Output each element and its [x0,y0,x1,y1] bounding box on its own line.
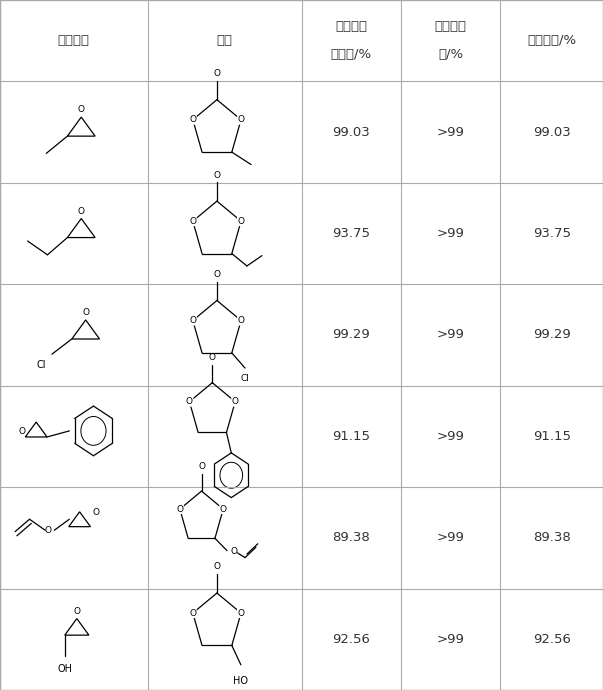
Text: O: O [232,397,239,406]
Text: 环氧化物: 环氧化物 [58,34,90,47]
Text: O: O [230,547,237,556]
Text: O: O [198,462,205,471]
Text: O: O [213,69,221,78]
Text: 89.38: 89.38 [533,531,570,544]
Text: O: O [213,270,221,279]
Text: OH: OH [57,664,72,674]
Text: 92.56: 92.56 [533,633,570,646]
Text: 产物: 产物 [216,34,233,47]
Text: O: O [189,609,197,618]
Text: 93.75: 93.75 [532,227,571,240]
Text: 89.38: 89.38 [332,531,370,544]
Text: 91.15: 91.15 [332,430,370,443]
Text: O: O [238,115,244,124]
Text: O: O [189,115,197,124]
Text: O: O [189,217,197,226]
Text: O: O [45,526,52,535]
Text: O: O [176,504,183,513]
Text: >99: >99 [437,633,465,646]
Text: HO: HO [233,676,248,686]
Text: Cl: Cl [240,373,249,383]
Text: 99.03: 99.03 [533,126,570,139]
Text: >99: >99 [437,227,465,240]
Text: 92.56: 92.56 [332,633,370,646]
Text: O: O [82,308,89,317]
Text: O: O [186,397,193,406]
Text: O: O [209,353,216,362]
Text: O: O [238,217,244,226]
Text: 转化率/%: 转化率/% [330,48,372,61]
Text: O: O [213,170,221,179]
Text: 产物收率/%: 产物收率/% [527,34,576,47]
Text: O: O [238,316,244,325]
Text: 环氧化物: 环氧化物 [335,21,367,33]
Text: 99.03: 99.03 [332,126,370,139]
Text: 93.75: 93.75 [332,227,370,240]
Text: O: O [78,207,85,216]
Text: O: O [219,504,227,513]
Text: O: O [74,607,80,615]
Text: 99.29: 99.29 [533,328,570,342]
Text: O: O [78,106,85,115]
Text: >99: >99 [437,126,465,139]
Text: >99: >99 [437,328,465,342]
Text: >99: >99 [437,430,465,443]
Text: >99: >99 [437,531,465,544]
Text: O: O [189,316,197,325]
Text: O: O [238,609,244,618]
Text: 91.15: 91.15 [532,430,571,443]
Text: 产物选择: 产物选择 [435,21,467,33]
Text: O: O [213,562,221,571]
Text: 性/%: 性/% [438,48,463,61]
Text: Cl: Cl [36,359,46,370]
Text: O: O [93,508,100,517]
Text: O: O [19,427,26,436]
Text: 99.29: 99.29 [332,328,370,342]
